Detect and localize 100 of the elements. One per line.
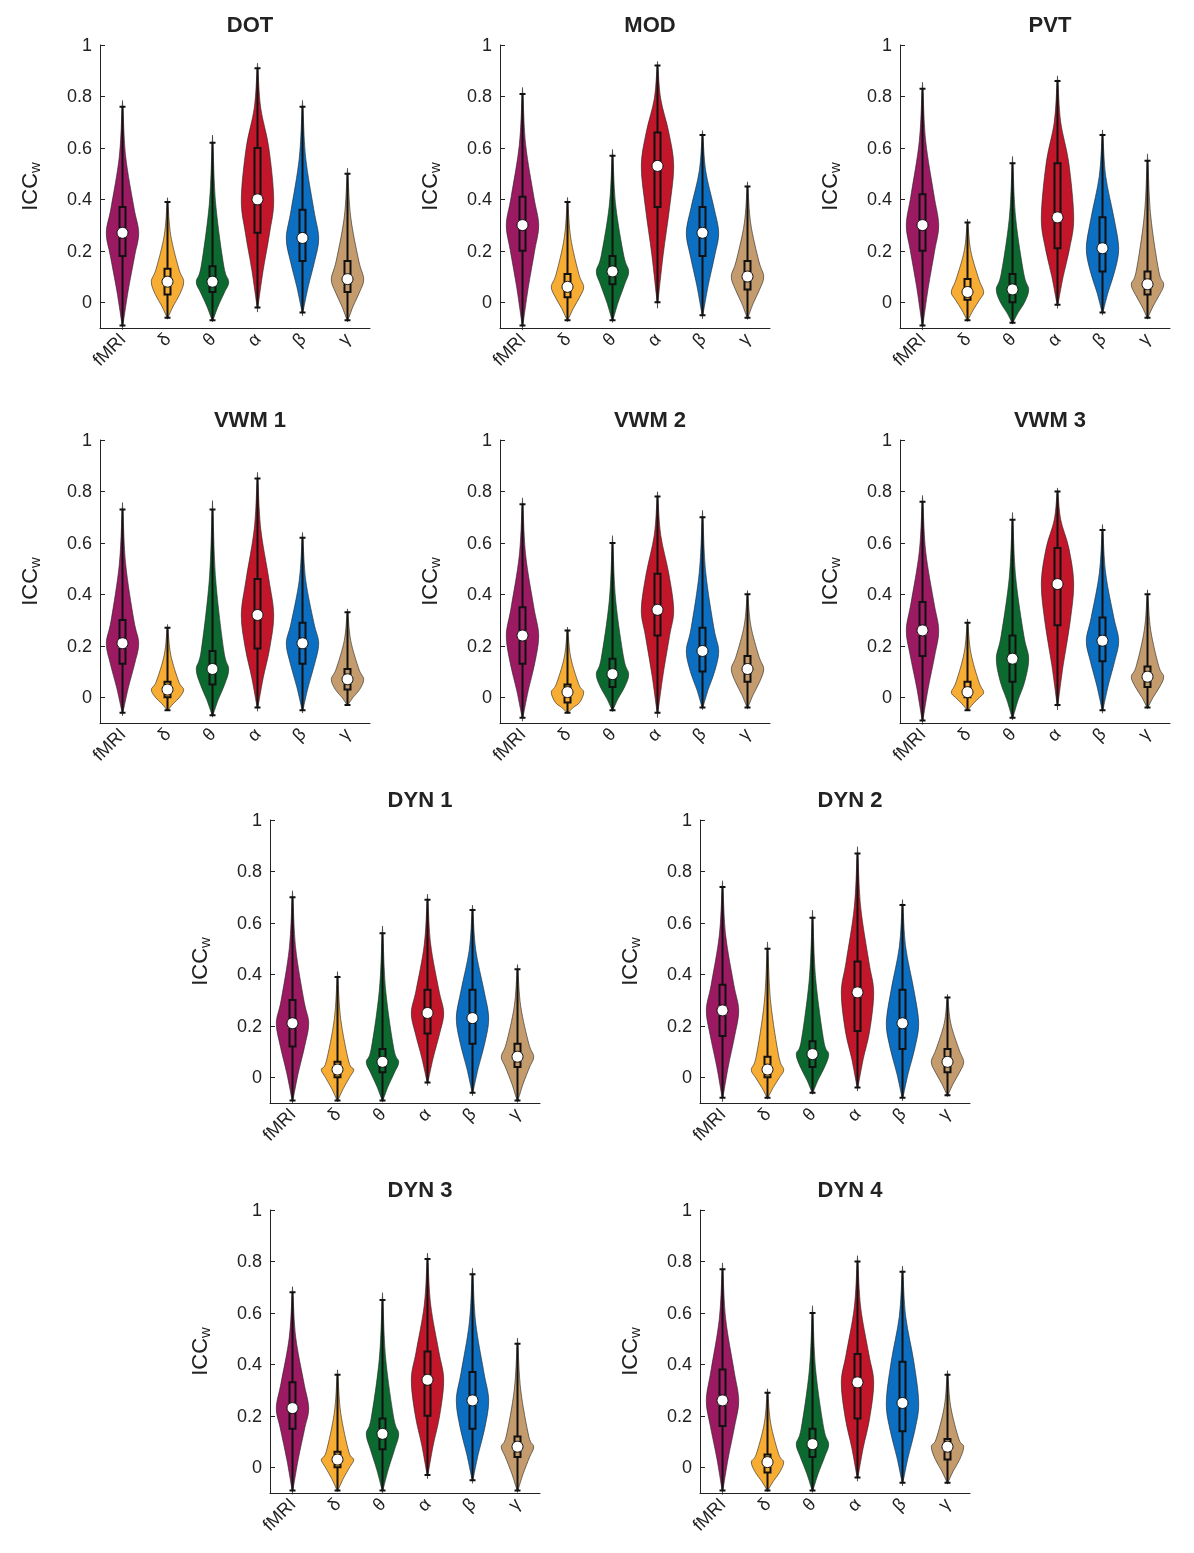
y-tick-label: 0.8 — [866, 481, 892, 502]
y-tick-label: 0.4 — [66, 584, 92, 605]
y-tick-label: 0 — [481, 687, 492, 708]
x-tick-label: δ — [753, 1103, 775, 1126]
x-tick-label: δ — [553, 723, 575, 746]
x-tick-label: δ — [753, 1493, 775, 1516]
y-tick-label: 0.4 — [236, 964, 262, 985]
x-tick-label: β — [288, 723, 310, 746]
y-tick-label: 1 — [81, 430, 92, 450]
x-tick-label: θ — [798, 1103, 820, 1126]
y-tick-label: 0.6 — [666, 912, 692, 933]
y-tick-label: 1 — [681, 1200, 692, 1220]
chart-title: VWM 1 — [213, 406, 287, 432]
point — [941, 1055, 954, 1068]
point — [896, 1396, 909, 1409]
y-axis-title: ICCw — [617, 936, 643, 986]
point — [961, 285, 974, 298]
y-tick-label: 0.6 — [236, 1302, 262, 1323]
x-tick-label: δ — [323, 1103, 345, 1126]
y-tick-label: 0.2 — [466, 240, 492, 261]
y-tick-label: 0.6 — [866, 532, 892, 553]
point — [511, 1050, 524, 1063]
y-tick-label: 0 — [251, 1067, 262, 1088]
y-tick-label: 0 — [81, 292, 92, 313]
point — [1051, 578, 1064, 591]
point — [296, 231, 309, 244]
x-tick-label: α — [1043, 723, 1065, 746]
point — [741, 662, 754, 675]
point — [331, 1453, 344, 1466]
x-tick-label: β — [688, 328, 710, 351]
y-tick-label: 1 — [881, 35, 892, 55]
x-tick-label: δ — [953, 328, 975, 351]
x-tick-label: α — [1043, 328, 1065, 351]
y-tick-label: 0.6 — [466, 137, 492, 158]
y-axis-title: ICCw — [187, 936, 213, 986]
y-tick-label: 0.2 — [866, 240, 892, 261]
x-tick-label: γ — [1134, 723, 1155, 745]
point — [251, 608, 264, 621]
point — [1141, 670, 1154, 683]
x-tick-label: β — [888, 1103, 910, 1126]
y-tick-label: 0.4 — [666, 1354, 692, 1375]
chart-title: PVT — [1028, 11, 1072, 37]
chart-title: DYN 4 — [817, 1176, 884, 1202]
y-tick-label: 0 — [881, 292, 892, 313]
y-tick-label: 0.2 — [236, 1015, 262, 1036]
x-tick-label: γ — [934, 1493, 955, 1515]
point — [896, 1017, 909, 1030]
point — [806, 1048, 819, 1061]
point — [851, 1376, 864, 1389]
y-tick-label: 0.4 — [66, 189, 92, 210]
point — [1006, 283, 1019, 296]
y-tick-label: 0.6 — [466, 532, 492, 553]
point — [286, 1402, 299, 1415]
x-tick-label: β — [688, 723, 710, 746]
x-tick-label: β — [288, 328, 310, 351]
point — [206, 662, 219, 675]
x-tick-label: γ — [504, 1103, 525, 1125]
x-tick-label: β — [458, 1493, 480, 1516]
point — [286, 1017, 299, 1030]
y-axis-title: ICCw — [817, 161, 843, 211]
x-tick-label: β — [1088, 723, 1110, 746]
y-tick-label: 0 — [481, 292, 492, 313]
x-tick-label: θ — [598, 723, 620, 746]
y-tick-label: 0 — [81, 687, 92, 708]
x-tick-label: α — [843, 1103, 865, 1126]
y-tick-label: 0.6 — [236, 912, 262, 933]
chart-title: DYN 2 — [817, 786, 883, 812]
point — [296, 637, 309, 650]
y-tick-label: 1 — [81, 35, 92, 55]
x-tick-label: δ — [553, 328, 575, 351]
y-tick-label: 0.8 — [666, 861, 692, 882]
y-tick-label: 1 — [251, 810, 262, 830]
x-tick-label: γ — [334, 328, 355, 350]
y-tick-label: 1 — [251, 1200, 262, 1220]
point — [116, 637, 129, 650]
y-axis-title: ICCw — [417, 161, 443, 211]
y-tick-label: 0.8 — [236, 861, 262, 882]
point — [651, 603, 664, 616]
point — [696, 226, 709, 239]
point — [466, 1394, 479, 1407]
point — [916, 219, 929, 232]
point — [511, 1440, 524, 1453]
point — [741, 270, 754, 283]
x-tick-label: γ — [1134, 328, 1155, 350]
y-tick-label: 0.2 — [666, 1015, 692, 1036]
y-tick-label: 0.4 — [466, 584, 492, 605]
y-tick-label: 0.2 — [66, 240, 92, 261]
x-tick-label: θ — [368, 1493, 390, 1516]
point — [421, 1373, 434, 1386]
chart-title: VWM 2 — [613, 406, 687, 432]
y-tick-label: 0.8 — [466, 86, 492, 107]
point — [851, 986, 864, 999]
y-tick-label: 0 — [881, 687, 892, 708]
y-tick-label: 1 — [481, 35, 492, 55]
point — [516, 629, 529, 642]
y-tick-label: 0.4 — [866, 189, 892, 210]
chart-title: VWM 3 — [1013, 406, 1087, 432]
point — [716, 1394, 729, 1407]
y-tick-label: 0.4 — [666, 964, 692, 985]
y-axis-title: ICCw — [617, 1326, 643, 1376]
